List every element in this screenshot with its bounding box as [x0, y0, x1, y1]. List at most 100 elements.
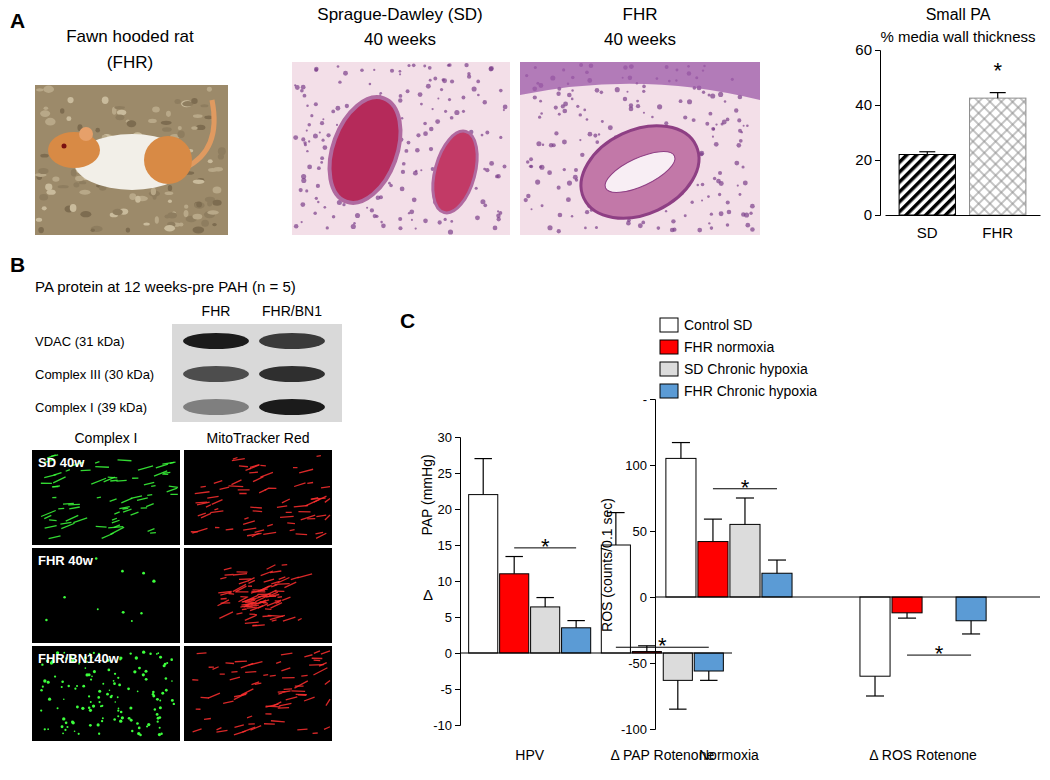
nucleus	[714, 142, 719, 147]
y-axis-line	[650, 400, 656, 730]
fluorescence-signal	[298, 618, 302, 620]
fluorescence-signal	[78, 733, 80, 735]
fluorescence-signal	[92, 704, 95, 707]
bedding	[177, 130, 184, 138]
bedding	[115, 114, 124, 120]
fluorescence-signal	[152, 695, 155, 698]
fluorescence-signal	[151, 485, 155, 487]
tick-mark	[455, 437, 460, 438]
fluorescence-signal	[314, 496, 327, 502]
chart-subtitle: % media wall thickness	[880, 28, 1035, 45]
nucleus	[642, 90, 645, 93]
fluorescence-signal	[131, 620, 133, 622]
nucleus	[388, 182, 391, 185]
nucleus	[305, 189, 308, 192]
error-bar-stem	[708, 671, 709, 680]
nucleus	[313, 134, 318, 139]
fluorescence-signal	[279, 703, 291, 706]
error-bar-cap	[768, 559, 786, 560]
nucleus	[437, 98, 439, 100]
fluorescence-signal	[118, 707, 120, 709]
image-title: Fawn hooded rat	[66, 27, 194, 46]
nucleus	[301, 137, 305, 141]
nucleus	[323, 145, 328, 150]
nucleus	[404, 149, 408, 153]
tick-label: -5	[440, 682, 452, 697]
fluorescence-signal	[170, 494, 177, 495]
nucleus	[420, 169, 422, 171]
nucleus	[332, 215, 335, 218]
tick-label: 0	[864, 206, 872, 223]
nucleus	[440, 88, 443, 91]
nucleus	[713, 177, 716, 180]
bedding	[71, 169, 77, 176]
fluorescence-signal	[225, 662, 234, 664]
fluorescence-signal	[118, 459, 132, 461]
fluorescence-signal	[45, 526, 57, 528]
bedding	[207, 210, 219, 214]
fluorescence-signal	[284, 582, 296, 588]
nucleus	[483, 100, 487, 104]
error-bar-stem	[874, 676, 875, 696]
rat-eye	[62, 144, 67, 149]
fluorescence-signal	[193, 729, 202, 732]
fluorescence-signal	[249, 465, 259, 469]
fluorescence-image	[32, 646, 180, 741]
nucleus	[727, 210, 732, 215]
error-bar-stem	[680, 443, 681, 459]
x-axis: NormoxiaΔ ROS Rotenone	[699, 747, 977, 763]
error-bar-stem	[712, 519, 713, 541]
nucleus	[475, 187, 478, 190]
fluorescence-signal	[296, 694, 307, 695]
y-tick: -50	[628, 656, 655, 671]
tick-label: 60	[855, 41, 872, 58]
fluorescence-signal	[62, 717, 65, 720]
fluorescence-signal	[321, 651, 330, 654]
nucleus	[381, 224, 386, 229]
error-bar	[536, 598, 553, 607]
bedding	[207, 87, 212, 92]
error-bar-stem	[906, 613, 907, 618]
bedding	[174, 99, 180, 104]
y-axis-line	[875, 51, 881, 216]
fluorescence-signal	[170, 658, 173, 661]
x-tick: Δ ROS Rotenone	[869, 747, 977, 763]
nucleus	[415, 227, 417, 229]
nucleus	[489, 67, 494, 72]
tick-label: -100	[621, 722, 647, 737]
nucleus	[638, 223, 643, 228]
bedding	[200, 104, 208, 107]
nucleus	[433, 77, 437, 81]
fluorescence-signal	[217, 728, 222, 730]
fluorescence-signal	[54, 675, 56, 677]
nucleus	[303, 94, 307, 98]
y-tick: 15	[438, 538, 460, 553]
fluorescence-signal	[220, 577, 226, 579]
nucleus	[355, 213, 360, 218]
bedding	[70, 204, 77, 212]
nucleus	[416, 133, 420, 137]
nucleus	[643, 112, 645, 114]
nucleus	[595, 88, 600, 93]
fluorescence-signal	[325, 680, 330, 684]
fluorescence-signal	[137, 498, 148, 501]
nucleus	[712, 128, 715, 131]
fluorescence-signal	[117, 677, 119, 679]
fluorescence-signal	[274, 583, 289, 585]
nucleus	[718, 193, 721, 196]
nucleus	[376, 196, 381, 201]
nucleus	[429, 147, 433, 151]
fluorescence-signal	[66, 726, 68, 728]
error-bar	[736, 498, 754, 524]
fluorescence-signal	[141, 507, 147, 509]
fluorescence-signal	[250, 506, 262, 508]
nucleus	[539, 100, 542, 103]
fluorescence-signal	[281, 668, 290, 671]
fluorescence-signal	[316, 515, 326, 517]
nucleus	[526, 194, 530, 198]
fluorescence-signal	[265, 488, 269, 490]
image-subtitle: 40 weeks	[604, 30, 676, 49]
nucleus	[300, 202, 305, 207]
error-bar-stem	[545, 598, 546, 607]
fluorescence-signal	[271, 721, 285, 722]
